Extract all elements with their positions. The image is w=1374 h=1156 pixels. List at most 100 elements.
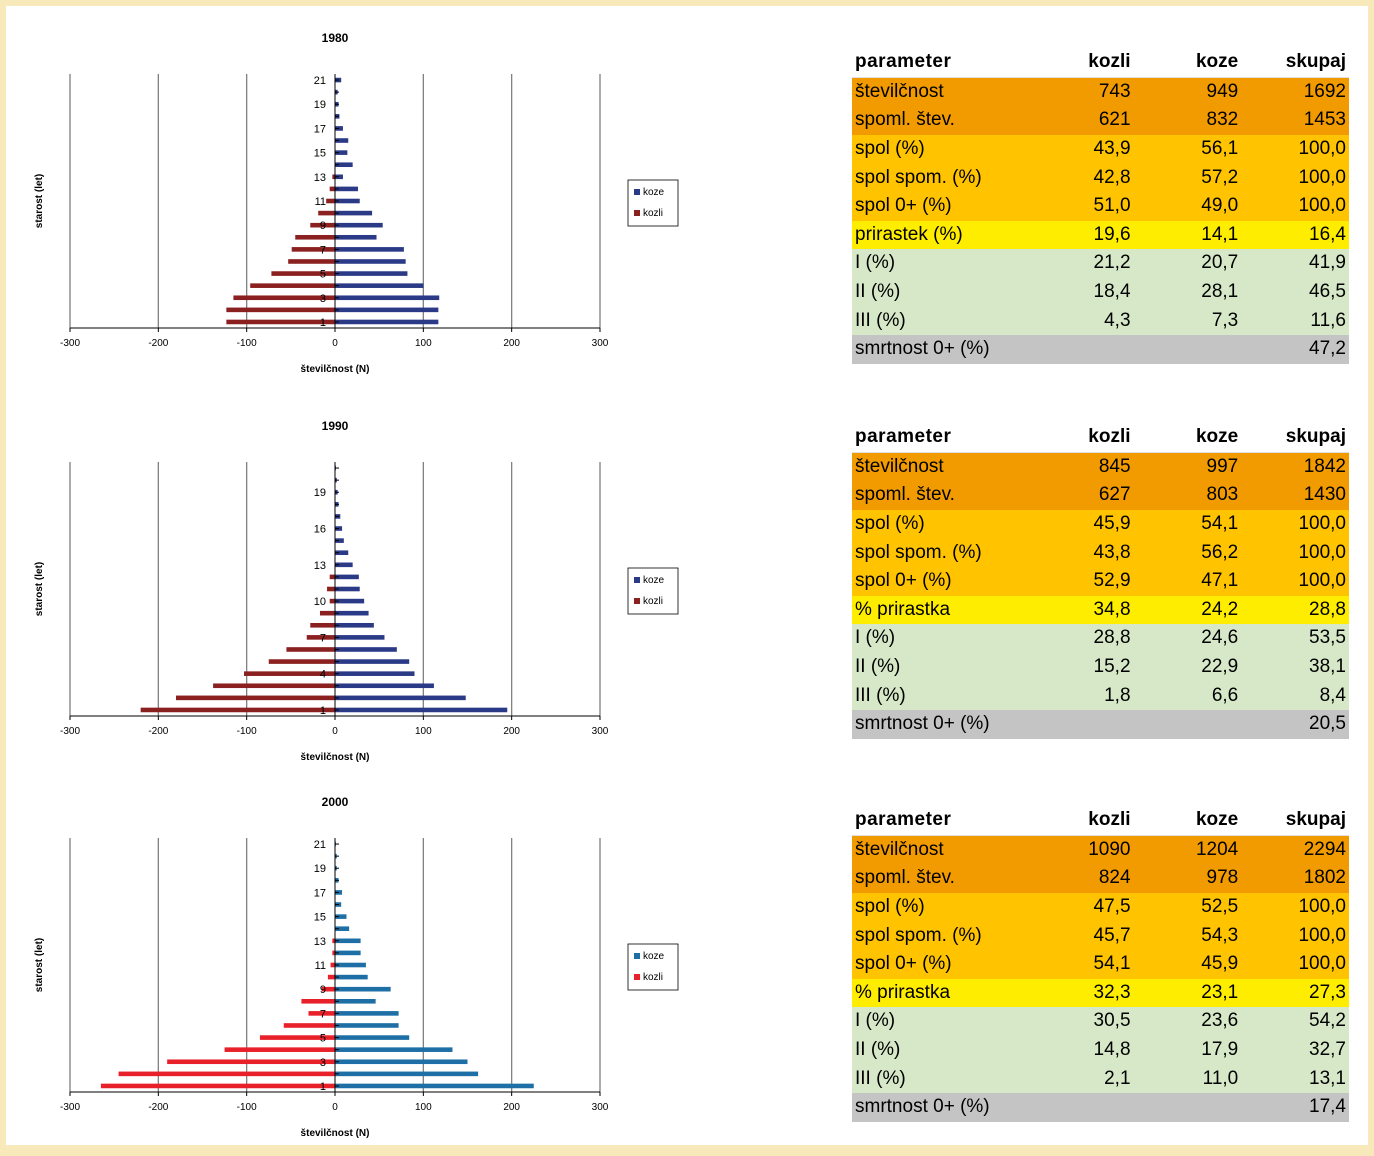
legend: koze kozli <box>627 567 679 615</box>
table-cell: 24,2 <box>1201 598 1239 620</box>
table-cell: 1842 <box>1303 455 1346 477</box>
bar-koze <box>335 695 466 701</box>
table-header-row: parameter kozli koze skupaj <box>852 806 1349 836</box>
table-cell: 38,1 <box>1309 656 1346 678</box>
y-axis-label: starost (let) <box>34 174 45 228</box>
table-cell: 43,8 <box>1093 541 1131 563</box>
table-cell: 27,3 <box>1309 981 1346 1003</box>
table-row: spol 0+ (%) 52,9 47,1 100,0 <box>852 566 1349 596</box>
x-tick-label: 300 <box>592 726 609 737</box>
bar-koze <box>335 283 424 288</box>
y-tick-label: 21 <box>314 75 326 87</box>
row-label: spol spom. (%) <box>855 924 982 946</box>
y-tick-label: 17 <box>314 123 326 135</box>
table-cell: 28,1 <box>1201 281 1239 303</box>
row-label: III (%) <box>855 684 906 706</box>
row-label: III (%) <box>855 309 906 331</box>
legend: koze kozli <box>627 943 679 991</box>
x-tick-label: -100 <box>237 726 257 737</box>
table-cell: 28,8 <box>1093 627 1131 649</box>
table-cell: 47,1 <box>1201 570 1239 592</box>
bar-kozli <box>327 974 335 980</box>
bar-koze <box>335 210 373 216</box>
row-label: smrtnost 0+ (%) <box>855 713 990 735</box>
table-cell: 17,9 <box>1201 1039 1239 1061</box>
bar-kozli <box>329 598 335 604</box>
table-cell: 1090 <box>1088 838 1131 860</box>
stats-table-1990: parameter kozli koze skupaj številčnost 845 99… <box>852 423 1349 739</box>
x-tick-label: -300 <box>60 338 80 349</box>
bar-koze <box>335 234 377 240</box>
x-tick-label: 100 <box>415 338 432 349</box>
table-cell: 49,0 <box>1201 195 1239 217</box>
table-cell <box>1026 1093 1134 1122</box>
y-axis-label: starost (let) <box>34 938 45 992</box>
table-cell: 23,1 <box>1201 981 1239 1003</box>
table-cell: 45,9 <box>1201 953 1239 975</box>
table-cell: 28,8 <box>1309 598 1346 620</box>
bar-kozli <box>224 1047 335 1052</box>
bar-kozli <box>259 1035 335 1040</box>
legend-box <box>627 943 679 991</box>
bar-kozli <box>226 319 335 325</box>
x-tick-label: -300 <box>60 1102 80 1113</box>
legend-label-koze: koze <box>643 575 665 586</box>
row-label: spol (%) <box>855 513 925 535</box>
column-header: parameter <box>852 48 1026 78</box>
bar-kozli <box>332 174 335 180</box>
bar-koze <box>335 707 508 713</box>
bar-kozli <box>283 1023 335 1028</box>
bar-kozli <box>213 683 335 689</box>
row-label: spol spom. (%) <box>855 541 982 563</box>
table-cell: 11,0 <box>1202 1067 1239 1089</box>
table-row: spol 0+ (%) 54,1 45,9 100,0 <box>852 949 1349 979</box>
y-tick-label: 17 <box>314 887 326 899</box>
table-row: smrtnost 0+ (%) 20,5 <box>852 709 1349 739</box>
table-row: številčnost 845 997 1842 <box>852 452 1349 482</box>
legend-swatch-kozli <box>634 974 640 980</box>
bar-kozli <box>250 283 335 288</box>
table-cell: 743 <box>1098 80 1131 102</box>
chart-title: 1980 <box>322 31 349 45</box>
table-cell: 47,5 <box>1093 896 1131 918</box>
bar-kozli <box>327 586 335 592</box>
table-cell: 6,6 <box>1211 684 1239 706</box>
bar-kozli <box>118 1071 335 1077</box>
y-tick-label: 10 <box>314 596 326 608</box>
legend-label-kozli: kozli <box>643 972 663 983</box>
legend-box <box>627 567 679 615</box>
table-cell: 19,6 <box>1093 223 1131 245</box>
pyramid-chart-1990: 1990 -300 -200 -100 0 100 200 300 1 4 7 10 13 16 19 šte… <box>34 419 679 763</box>
bar-koze <box>335 647 397 652</box>
bar-koze <box>335 998 376 1004</box>
table-cell: 627 <box>1098 484 1131 506</box>
table-cell: 7,3 <box>1211 309 1239 331</box>
y-tick-label: 9 <box>320 984 326 996</box>
table-cell: 949 <box>1206 80 1239 102</box>
y-tick-label: 9 <box>320 220 326 232</box>
chart-title: 2000 <box>322 795 349 809</box>
bar-kozli <box>329 186 335 192</box>
table-row: spol spom. (%) 42,8 57,2 100,0 <box>852 163 1349 192</box>
table-cell: 20,5 <box>1309 713 1346 735</box>
table-row: II (%) 18,4 28,1 46,5 <box>852 277 1349 307</box>
table-cell: 621 <box>1098 109 1131 131</box>
y-tick-label: 4 <box>320 669 326 681</box>
table-cell: 42,8 <box>1093 166 1131 188</box>
table-row: številčnost 743 949 1692 <box>852 77 1349 107</box>
legend-label-kozli: kozli <box>643 208 663 219</box>
table-cell: 51,0 <box>1093 195 1131 217</box>
bar-koze <box>335 574 359 580</box>
bar-koze <box>335 1035 410 1040</box>
table-cell: 30,5 <box>1093 1010 1131 1032</box>
table-cell: 15,2 <box>1093 656 1131 678</box>
bar-koze <box>335 635 385 640</box>
x-tick-label: -100 <box>237 338 257 349</box>
table-cell: 54,1 <box>1201 513 1239 535</box>
row-label: smrtnost 0+ (%) <box>855 1096 990 1118</box>
column-header: kozli <box>1025 48 1134 78</box>
table-cell: 978 <box>1206 867 1239 889</box>
x-tick-label: -300 <box>60 726 80 737</box>
bar-kozli <box>321 986 335 992</box>
table-cell <box>1134 1093 1242 1122</box>
